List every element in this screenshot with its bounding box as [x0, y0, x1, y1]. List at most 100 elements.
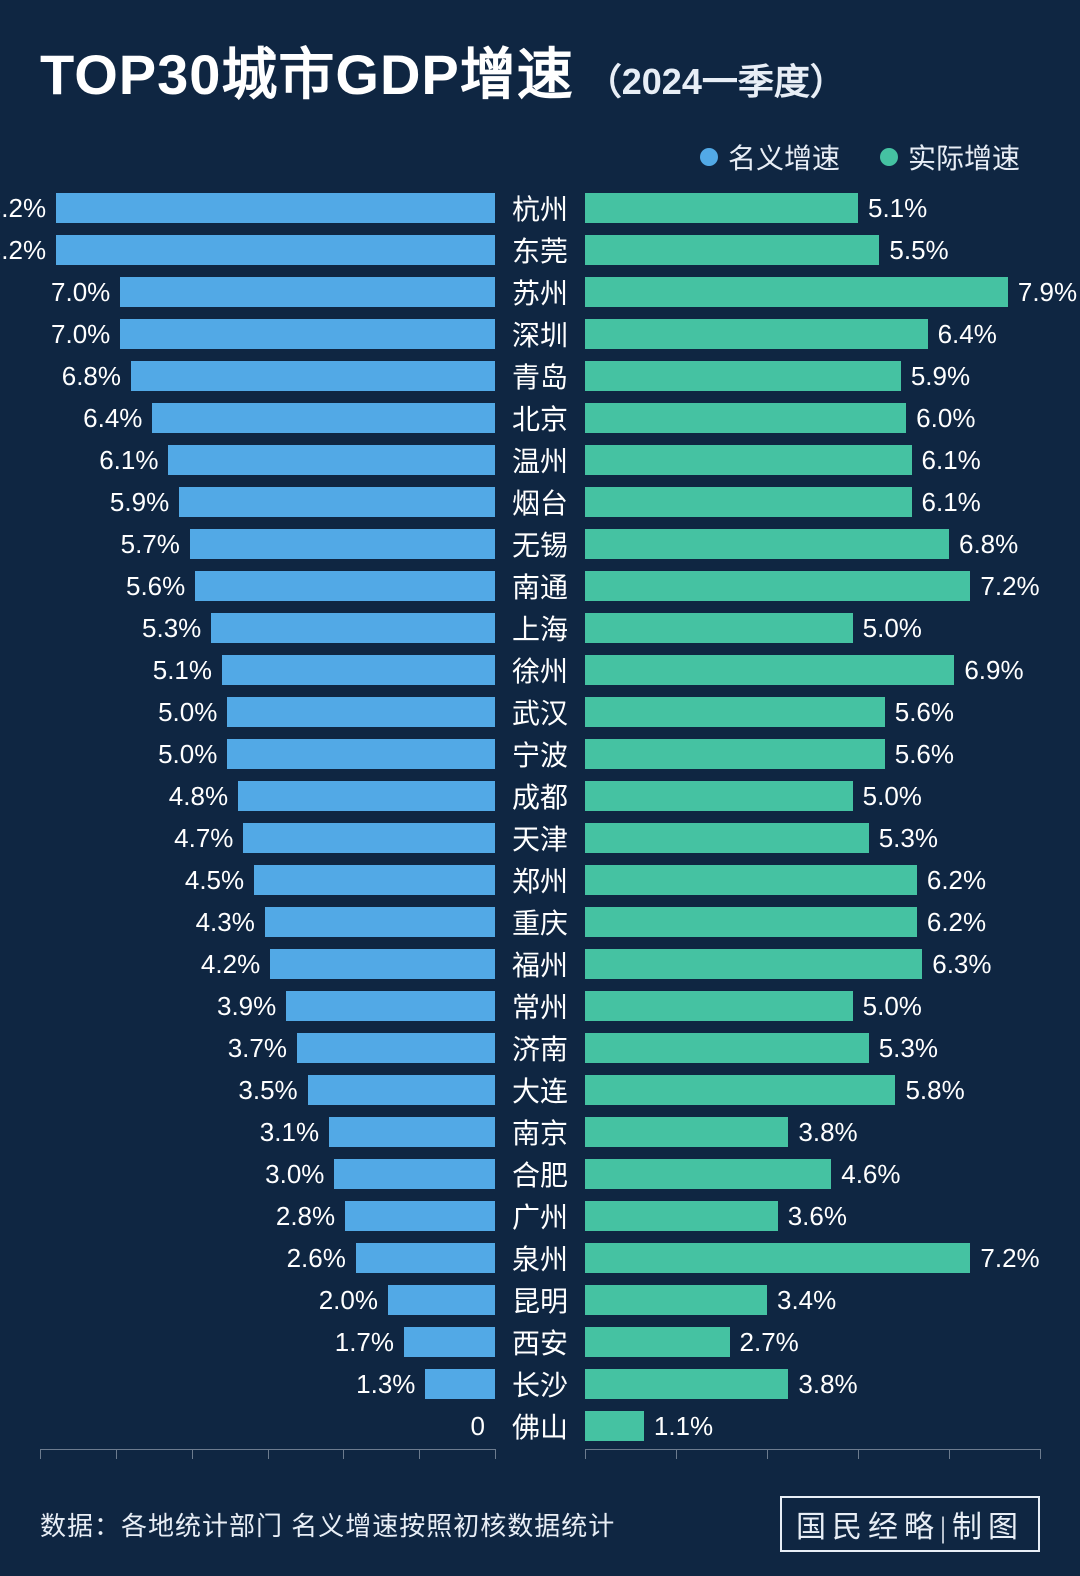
real-value-label: 3.8% — [788, 1369, 857, 1400]
real-bar — [585, 1243, 970, 1272]
nominal-bar — [152, 403, 495, 432]
nominal-bar — [329, 1117, 495, 1146]
nominal-value-label: 6.1% — [99, 445, 168, 476]
real-bar — [585, 277, 1008, 306]
nominal-bar — [179, 487, 495, 516]
real-value-label: 5.0% — [853, 781, 922, 812]
real-value-label: 6.1% — [912, 445, 981, 476]
nominal-bar — [56, 193, 495, 222]
nominal-bar — [211, 613, 495, 642]
nominal-value-label: 8.2% — [0, 193, 56, 224]
chart-row: 5.0%武汉5.6% — [40, 691, 1040, 733]
real-bar — [585, 1075, 895, 1104]
real-value-label: 5.8% — [895, 1075, 964, 1106]
nominal-value-label: 5.3% — [142, 613, 211, 644]
real-bar — [585, 655, 954, 684]
chart-row: 8.2%杭州5.1% — [40, 187, 1040, 229]
chart-row: 7.0%苏州7.9% — [40, 271, 1040, 313]
city-name: 大连 — [495, 1070, 585, 1110]
real-value-label: 5.6% — [885, 697, 954, 728]
real-value-label: 6.2% — [917, 865, 986, 896]
real-value-label: 3.6% — [778, 1201, 847, 1232]
real-value-label: 6.2% — [917, 907, 986, 938]
city-name: 无锡 — [495, 524, 585, 564]
real-bar — [585, 907, 917, 936]
nominal-value-label: 5.6% — [126, 571, 195, 602]
real-bar — [585, 403, 906, 432]
chart-row: 6.8%青岛5.9% — [40, 355, 1040, 397]
nominal-bar — [227, 739, 495, 768]
city-name: 济南 — [495, 1028, 585, 1068]
legend-nominal: 名义增速 — [700, 137, 840, 177]
real-value-label: 6.0% — [906, 403, 975, 434]
chart-row: 6.1% 温州 6.1% — [40, 439, 1040, 481]
real-bar — [585, 739, 885, 768]
nominal-bar — [425, 1369, 495, 1398]
real-value-label: 1.1% — [644, 1411, 713, 1442]
real-bar — [585, 991, 853, 1020]
nominal-bar — [195, 571, 495, 600]
nominal-bar — [254, 865, 495, 894]
real-bar — [585, 697, 885, 726]
city-name: 徐州 — [495, 650, 585, 690]
real-bar — [585, 865, 917, 894]
nominal-value-label: 5.0% — [158, 739, 227, 770]
legend-real-dot — [880, 148, 898, 166]
real-bar — [585, 1201, 778, 1230]
legend-nominal-label: 名义增速 — [728, 137, 840, 177]
nominal-value-label: 0 — [471, 1411, 495, 1442]
legend-real: 实际增速 — [880, 137, 1020, 177]
city-name: 温州 — [495, 440, 585, 480]
nominal-bar — [120, 319, 495, 348]
city-name: 福州 — [495, 944, 585, 984]
real-bar — [585, 1033, 869, 1062]
real-value-label: 5.9% — [901, 361, 970, 392]
legend-real-label: 实际增速 — [908, 137, 1020, 177]
real-bar — [585, 361, 901, 390]
nominal-value-label: 5.1% — [153, 655, 222, 686]
real-bar — [585, 1117, 788, 1146]
page-title: TOP30城市GDP增速 — [40, 30, 574, 111]
brand-badge: 国民经略|制图 — [780, 1496, 1040, 1552]
real-bar — [585, 949, 922, 978]
nominal-value-label: 2.6% — [287, 1243, 356, 1274]
nominal-value-label: 4.7% — [174, 823, 243, 854]
real-value-label: 7.2% — [970, 1243, 1039, 1274]
chart-row: 5.0%宁波5.6% — [40, 733, 1040, 775]
nominal-value-label: 3.0% — [265, 1159, 334, 1190]
nominal-bar — [297, 1033, 495, 1062]
real-bar — [585, 1327, 730, 1356]
chart-row: 3.5% 大连 5.8% — [40, 1069, 1040, 1111]
nominal-bar — [356, 1243, 495, 1272]
nominal-bar — [227, 697, 495, 726]
city-name: 泉州 — [495, 1238, 585, 1278]
real-bar — [585, 319, 928, 348]
city-name: 上海 — [495, 608, 585, 648]
nominal-value-label: 4.5% — [185, 865, 254, 896]
real-value-label: 3.8% — [788, 1117, 857, 1148]
header: TOP30城市GDP增速 （2024一季度） — [0, 0, 1080, 121]
city-name: 东莞 — [495, 230, 585, 270]
chart-row: 8.2%东莞5.5% — [40, 229, 1040, 271]
nominal-bar — [131, 361, 495, 390]
nominal-value-label: 3.7% — [228, 1033, 297, 1064]
real-bar — [585, 1369, 788, 1398]
nominal-value-label: 7.0% — [51, 319, 120, 350]
real-value-label: 7.9% — [1008, 277, 1077, 308]
chart-row: 0佛山1.1% — [40, 1405, 1040, 1447]
real-value-label: 4.6% — [831, 1159, 900, 1190]
city-name: 广州 — [495, 1196, 585, 1236]
nominal-bar — [286, 991, 495, 1020]
nominal-value-label: 1.3% — [356, 1369, 425, 1400]
city-name: 合肥 — [495, 1154, 585, 1194]
real-bar — [585, 193, 858, 222]
real-bar — [585, 235, 879, 264]
nominal-value-label: 3.5% — [238, 1075, 307, 1106]
real-value-label: 5.6% — [885, 739, 954, 770]
real-value-label: 6.1% — [912, 487, 981, 518]
nominal-value-label: 5.7% — [121, 529, 190, 560]
real-value-label: 6.3% — [922, 949, 991, 980]
chart-row: 5.9%烟台6.1% — [40, 481, 1040, 523]
nominal-value-label: 2.8% — [276, 1201, 345, 1232]
nominal-bar — [56, 235, 495, 264]
